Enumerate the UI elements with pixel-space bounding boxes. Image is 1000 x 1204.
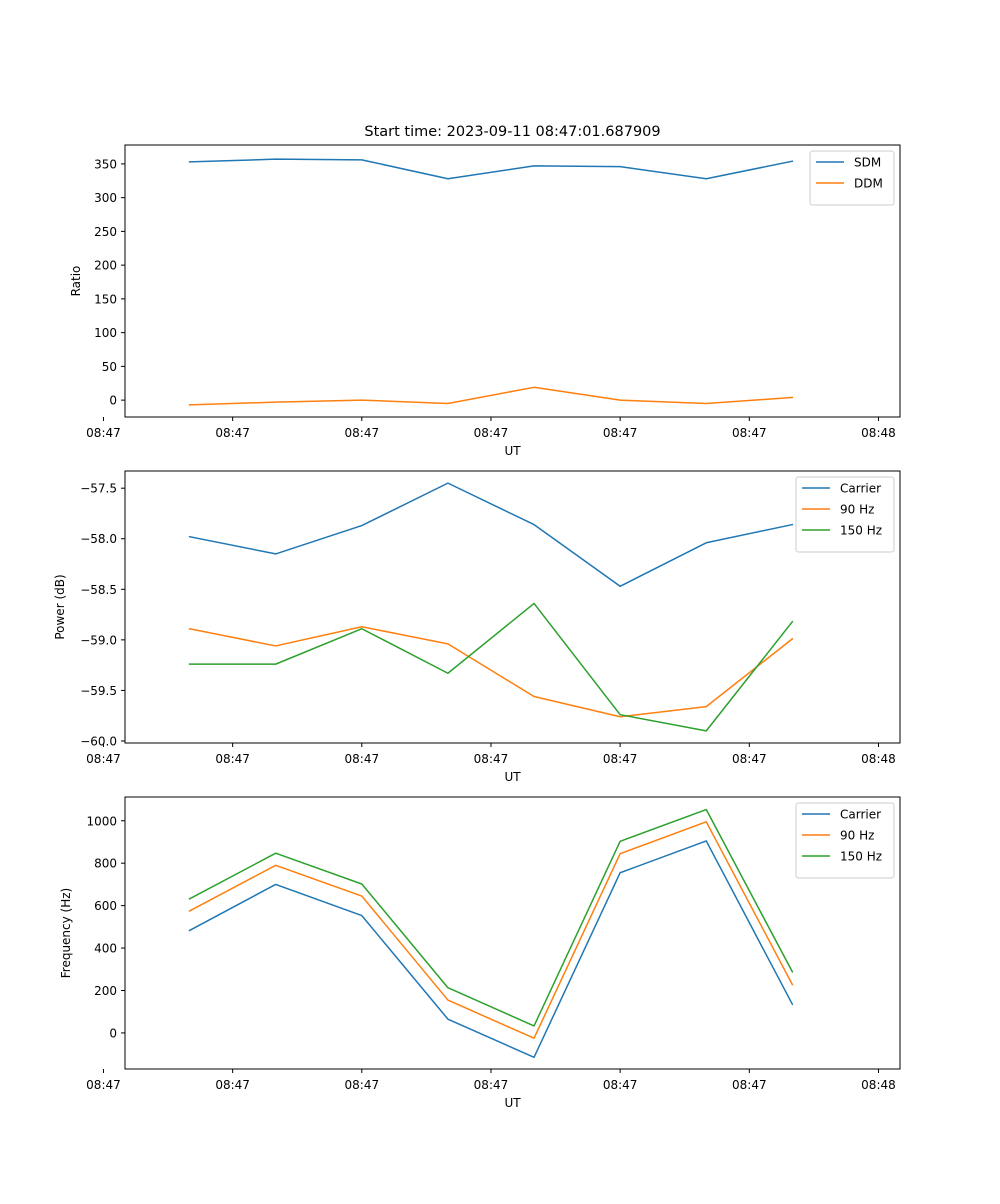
x-tick-label: 08:47 <box>345 426 380 440</box>
y-tick-label: 200 <box>94 984 117 998</box>
figure-title: Start time: 2023-09-11 08:47:01.687909 <box>364 124 660 140</box>
legend-label-ddm: DDM <box>854 177 883 191</box>
legend-label-90-hz: 90 Hz <box>840 829 874 843</box>
x-tick-label: 08:48 <box>861 426 896 440</box>
y-tick-label: 200 <box>94 259 117 273</box>
y-tick-label: 800 <box>94 857 117 871</box>
x-tick-label: 08:47 <box>732 752 767 766</box>
x-tick-label: 08:47 <box>732 426 767 440</box>
x-tick-label: 08:47 <box>603 426 638 440</box>
y-axis-label: Power (dB) <box>53 574 67 639</box>
legend-label-150-hz: 150 Hz <box>840 850 882 864</box>
y-tick-label: 100 <box>94 326 117 340</box>
y-axis-label: Frequency (Hz) <box>59 888 73 979</box>
legend-label-carrier: Carrier <box>840 482 881 496</box>
y-axis-label: Ratio <box>69 266 83 297</box>
legend: SDM DDM <box>810 151 894 205</box>
x-tick-label: 08:48 <box>861 752 896 766</box>
x-tick-label: 08:47 <box>345 1078 380 1092</box>
y-tick-label: 300 <box>94 191 117 205</box>
y-tick-label: 50 <box>102 360 117 374</box>
x-tick-label: 08:47 <box>86 752 121 766</box>
x-tick-label: 08:47 <box>86 426 121 440</box>
legend: Carrier 90 Hz 150 Hz <box>796 803 894 878</box>
x-axis-label: UT <box>504 1096 521 1110</box>
x-tick-label: 08:47 <box>345 752 380 766</box>
x-tick-label: 08:47 <box>732 1078 767 1092</box>
y-tick-label: −57.5 <box>80 482 117 496</box>
x-axis-label: UT <box>504 444 521 458</box>
y-tick-label: −59.5 <box>80 684 117 698</box>
y-tick-label: 250 <box>94 225 117 239</box>
x-tick-label: 08:48 <box>861 1078 896 1092</box>
y-tick-label: −60.0 <box>80 734 117 748</box>
legend-label-150-hz: 150 Hz <box>840 524 882 538</box>
y-tick-label: 150 <box>94 292 117 306</box>
y-tick-label: 400 <box>94 942 117 956</box>
y-tick-label: 600 <box>94 899 117 913</box>
x-tick-label: 08:47 <box>86 1078 121 1092</box>
x-axis-label: UT <box>504 770 521 784</box>
x-tick-label: 08:47 <box>603 1078 638 1092</box>
y-tick-label: 0 <box>109 1026 117 1040</box>
x-tick-label: 08:47 <box>474 1078 509 1092</box>
y-tick-label: −59.0 <box>80 633 117 647</box>
x-tick-label: 08:47 <box>474 752 509 766</box>
y-tick-label: −58.0 <box>80 532 117 546</box>
x-tick-label: 08:47 <box>474 426 509 440</box>
y-tick-label: 350 <box>94 157 117 171</box>
legend-label-sdm: SDM <box>854 156 881 170</box>
legend-label-carrier: Carrier <box>840 808 881 822</box>
x-tick-label: 08:47 <box>215 1078 250 1092</box>
y-tick-label: −58.5 <box>80 583 117 597</box>
y-tick-label: 1000 <box>86 814 117 828</box>
x-tick-label: 08:47 <box>215 752 250 766</box>
legend: Carrier 90 Hz 150 Hz <box>796 477 894 552</box>
legend-label-90-hz: 90 Hz <box>840 503 874 517</box>
x-tick-label: 08:47 <box>603 752 638 766</box>
y-tick-label: 0 <box>109 394 117 408</box>
x-tick-label: 08:47 <box>215 426 250 440</box>
